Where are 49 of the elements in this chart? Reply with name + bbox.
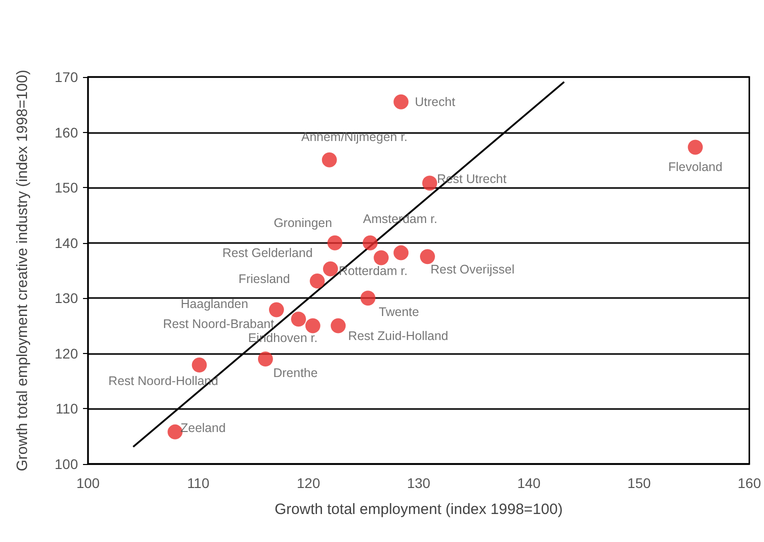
point [258,351,273,366]
y-tick-label: 110 [56,400,78,417]
point [310,274,325,288]
y-tick-label: 130 [54,290,78,306]
y-axis-title: Growth total employment creative industry (index 1998=100) [14,70,31,472]
y-tick-label: 160 [54,124,78,140]
point [422,176,438,191]
point [323,261,338,276]
annotation: Twente [378,305,420,320]
x-tick-label: 100 [76,475,100,491]
point [374,250,389,266]
point [688,140,703,155]
annotation: Anhem/Nijmegen r. [301,130,408,144]
y-tick-label: 150 [54,180,78,196]
point [305,318,320,334]
y-tick-label: 120 [54,345,78,362]
y-tick-label: 100 [54,456,78,472]
annotation: Utrecht [414,94,456,109]
annotation: Rest Noord-Brabant [162,317,275,332]
annotation: Rotterdam r. [338,264,408,278]
annotation: Friesland [238,272,290,286]
x-tick-label: 110 [187,475,210,491]
point [327,235,342,250]
x-axis-title: Growth total employment (index 1998=100) [274,501,563,518]
annotation: Rest Overijssel [430,262,514,277]
point [330,318,346,334]
annotation: Zeeland [180,420,226,435]
y-tick-label: 140 [54,234,78,251]
point [268,302,284,318]
point [362,235,378,250]
y-tick-label: 170 [54,69,78,85]
x-tick-label: 120 [296,475,320,491]
annotation: Rest Zuid-Holland [348,328,448,343]
point [394,245,409,260]
point [360,290,376,306]
point [394,94,409,110]
annotation: Drenthe [273,366,318,380]
point [192,358,207,373]
point [291,312,306,327]
x-tick-label: 130 [406,475,431,491]
x-tick-label: 160 [738,475,762,491]
annotation: Flevoland [668,160,722,174]
point [322,152,337,168]
annotation: Haaglanden [180,296,248,311]
annotation: Groningen [274,216,332,230]
point [420,249,435,264]
annotation: Rest Gelderland [222,246,313,260]
x-tick-label: 140 [517,475,541,491]
x-tick-label: 150 [627,475,651,491]
